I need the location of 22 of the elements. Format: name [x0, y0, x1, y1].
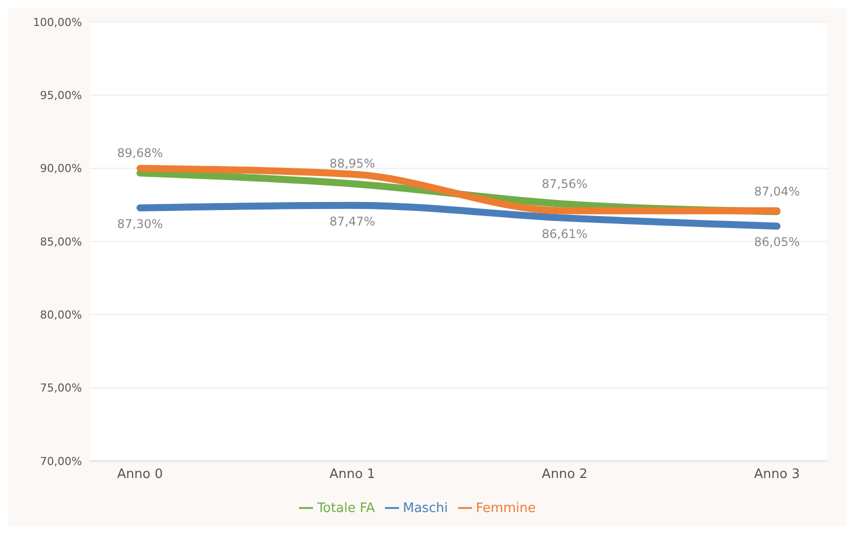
y-tick-label: 95,00% — [40, 89, 82, 102]
legend-label: Totale FA — [317, 501, 375, 516]
y-tick-label: 85,00% — [40, 235, 82, 248]
legend-label: Femmine — [476, 501, 536, 516]
data-label: 88,95% — [329, 156, 376, 171]
y-tick-label: 75,00% — [40, 382, 82, 395]
data-label: 87,30% — [117, 216, 163, 231]
x-tick-label: Anno 2 — [542, 467, 588, 482]
legend-label: Maschi — [402, 501, 448, 516]
x-tick-label: Anno 0 — [117, 467, 163, 482]
data-label: 87,56% — [542, 177, 588, 192]
data-label: 86,61% — [542, 226, 588, 241]
data-label: 87,04% — [754, 184, 800, 199]
data-label: 89,68% — [117, 146, 163, 160]
y-tick-label: 90,00% — [40, 162, 82, 176]
x-tick-label: Anno 3 — [754, 467, 800, 482]
x-tick-label: Anno 1 — [329, 467, 376, 482]
y-tick-label: 80,00% — [40, 308, 82, 322]
data-label: 87,47% — [329, 214, 376, 228]
y-tick-label: 70,00% — [40, 454, 82, 468]
data-label: 86,05% — [754, 235, 800, 250]
y-tick-label: 100,00% — [33, 16, 82, 29]
